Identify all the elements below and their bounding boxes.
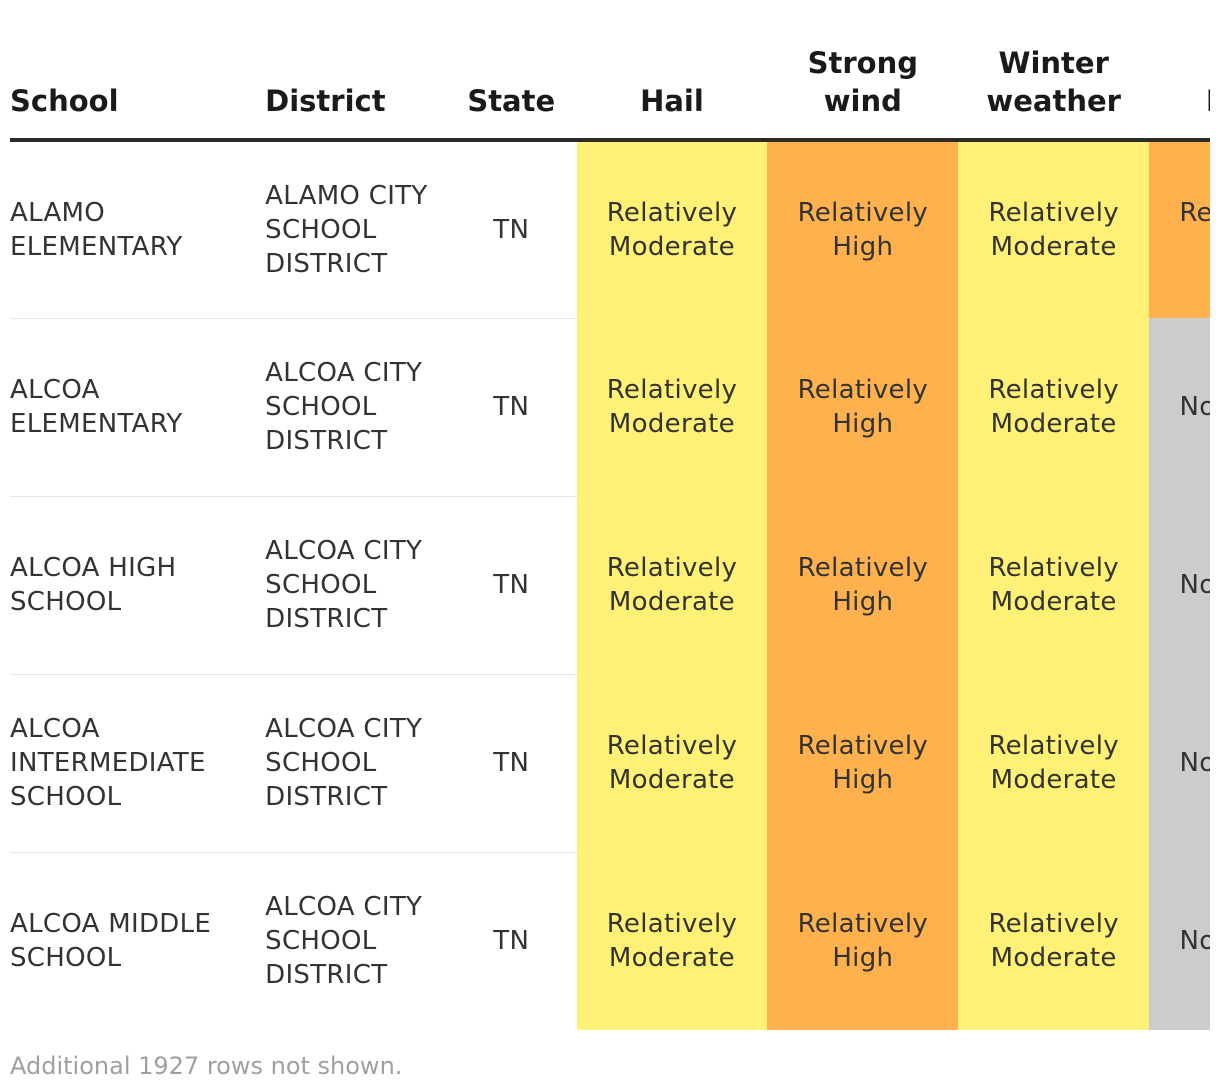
winter-weather-cell-text: Relatively Moderate [988,375,1119,439]
district-cell: ALCOA CITY SCHOOL DISTRICT [265,852,446,1030]
hail-cell-text: Relatively Moderate [606,198,738,262]
heat-cell-text: No Rating [1179,392,1210,422]
hail-cell-text: Relatively Moderate [606,909,738,973]
hail-cell: Relatively Moderate [576,496,768,674]
header-hail[interactable]: Hail [576,0,768,142]
strong-wind-cell-text: Relatively High [797,731,929,795]
table-row: ALCOA INTERMEDIATE SCHOOL ALCOA CITY SCHO… [10,674,1210,853]
winter-weather-cell-text: Relatively Moderate [988,198,1119,262]
hail-cell-text: Relatively Moderate [606,375,738,439]
winter-weather-cell: Relatively Moderate [958,140,1150,318]
header-winter-line2: weather [986,84,1121,118]
hail-cell: Relatively Moderate [576,852,768,1030]
school-cell-text: ALCOA ELEMENTARY [10,375,183,439]
heat-cell: No Rating [1149,852,1210,1030]
school-cell-text: ALCOA HIGH SCHOOL [10,553,177,617]
hail-cell: Relatively Moderate [576,674,768,852]
school-cell-text: ALCOA MIDDLE SCHOOL [10,909,212,974]
state-cell-text: TN [493,392,530,422]
header-row: School District State Hail Strong wind Wi… [10,0,1210,142]
risk-table-container: School District State Hail Strong wind Wi… [10,0,1210,1030]
winter-weather-cell: Relatively Moderate [958,496,1150,674]
table-row: ALCOA MIDDLE SCHOOL ALCOA CITY SCHOOL DIS… [10,852,1210,1030]
strong-wind-cell-text: Relatively High [797,375,929,439]
winter-weather-cell-text: Relatively Moderate [988,909,1119,973]
school-cell: ALAMO ELEMENTARY [10,140,266,319]
header-strong-wind-line1: Strong [807,46,919,80]
district-cell: ALAMO CITY SCHOOL DISTRICT [265,140,446,319]
district-cell-text: ALCOA CITY SCHOOL DISTRICT [265,892,423,991]
table-row: ALAMO ELEMENTARY ALAMO CITY SCHOOL DISTRI… [10,140,1210,319]
state-cell-text: TN [493,570,530,600]
school-cell: ALCOA HIGH SCHOOL [10,496,266,675]
strong-wind-cell: Relatively High [767,140,959,318]
state-cell: TN [445,140,577,319]
district-cell-text: ALAMO CITY SCHOOL DISTRICT [265,180,428,279]
school-cell: ALCOA INTERMEDIATE SCHOOL [10,674,266,853]
state-cell-text: TN [493,926,530,957]
school-cell-text: ALCOA INTERMEDIATE SCHOOL [10,714,206,812]
strong-wind-cell: Relatively High [767,496,959,674]
heat-cell-text: No Rating [1179,926,1210,956]
district-cell: ALCOA CITY SCHOOL DISTRICT [265,674,446,853]
header-winter-line1: Winter [998,46,1109,80]
strong-wind-cell-text: Relatively High [797,553,929,617]
district-cell-text: ALCOA CITY SCHOOL DISTRICT [265,536,423,634]
header-state[interactable]: State [445,0,577,142]
school-cell: ALCOA MIDDLE SCHOOL [10,852,265,1030]
district-cell: ALCOA CITY SCHOOL DISTRICT [265,496,446,675]
state-cell: TN [445,496,577,675]
heat-cell-text: No Rating [1179,570,1210,600]
strong-wind-cell-text: Relatively High [797,198,929,262]
state-cell: TN [446,852,577,1030]
state-cell-text: TN [493,748,530,778]
winter-weather-cell: Relatively Moderate [958,318,1150,496]
state-cell-text: TN [493,214,530,245]
state-cell: TN [445,674,577,853]
state-cell: TN [445,318,577,497]
strong-wind-cell: Relatively High [767,852,959,1030]
header-strong-wind-line2: wind [823,84,902,118]
winter-weather-cell: Relatively Moderate [958,852,1150,1030]
hail-cell: Relatively Moderate [576,318,768,496]
table-row: ALCOA ELEMENTARY ALCOA CITY SCHOOL DISTRI… [10,318,1210,497]
winter-weather-cell-text: Relatively Moderate [988,553,1119,617]
hail-cell: Relatively Moderate [576,140,768,318]
strong-wind-cell: Relatively High [767,318,959,496]
heat-cell: No Rating [1149,496,1210,674]
header-school[interactable]: School [10,0,266,142]
heat-cell: Relatively High [1149,140,1210,318]
footer-note: Additional 1927 rows not shown. [10,1052,403,1080]
header-heat[interactable]: Heat [1149,0,1210,142]
school-cell-text: ALAMO ELEMENTARY [10,197,183,262]
header-district[interactable]: District [265,0,446,142]
district-cell-text: ALCOA CITY SCHOOL DISTRICT [265,358,423,456]
district-cell-text: ALCOA CITY SCHOOL DISTRICT [265,714,423,812]
header-winter-weather[interactable]: Winter weather [958,0,1150,142]
table-row: ALCOA HIGH SCHOOL ALCOA CITY SCHOOL DISTR… [10,496,1210,675]
hail-cell-text: Relatively Moderate [606,553,738,617]
table-header: School District State Hail Strong wind Wi… [10,0,1210,142]
strong-wind-cell-text: Relatively High [797,909,929,973]
school-cell: ALCOA ELEMENTARY [10,318,266,497]
risk-table: School District State Hail Strong wind Wi… [10,0,1210,1030]
strong-wind-cell: Relatively High [767,674,959,852]
winter-weather-cell: Relatively Moderate [958,674,1150,852]
heat-cell: No Rating [1149,318,1210,496]
heat-cell: No Rating [1149,674,1210,852]
heat-cell-text: No Rating [1179,748,1210,778]
header-strong-wind[interactable]: Strong wind [767,0,959,142]
heat-cell-text: Relatively High [1179,198,1210,228]
table-body: ALAMO ELEMENTARY ALAMO CITY SCHOOL DISTRI… [10,140,1210,1030]
hail-cell-text: Relatively Moderate [606,731,738,795]
winter-weather-cell-text: Relatively Moderate [988,731,1119,795]
district-cell: ALCOA CITY SCHOOL DISTRICT [265,318,446,497]
